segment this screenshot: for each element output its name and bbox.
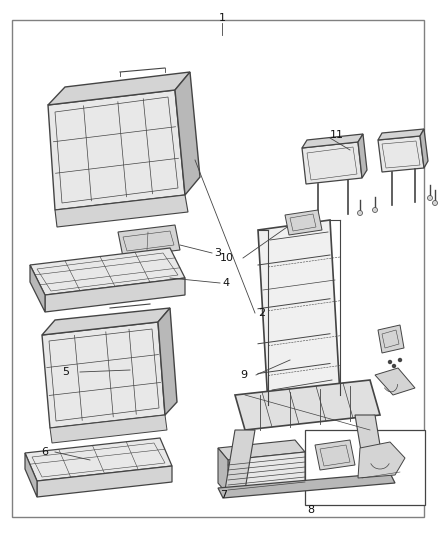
Polygon shape (358, 442, 405, 478)
Polygon shape (48, 72, 190, 105)
Polygon shape (218, 440, 305, 460)
Polygon shape (37, 466, 172, 497)
Circle shape (357, 211, 363, 215)
Polygon shape (378, 325, 404, 353)
Polygon shape (302, 142, 362, 184)
Text: 7: 7 (220, 490, 227, 500)
Polygon shape (355, 415, 385, 475)
Text: 6: 6 (41, 447, 48, 457)
Text: 8: 8 (307, 505, 314, 515)
Circle shape (427, 196, 432, 200)
Polygon shape (42, 322, 165, 428)
Polygon shape (228, 452, 305, 495)
Polygon shape (235, 380, 380, 430)
Polygon shape (45, 278, 185, 312)
Polygon shape (30, 265, 45, 312)
Circle shape (392, 365, 396, 367)
Text: 3: 3 (214, 248, 221, 258)
Text: 1: 1 (219, 13, 226, 23)
Polygon shape (55, 195, 188, 227)
Polygon shape (25, 438, 172, 481)
Polygon shape (378, 136, 424, 172)
Polygon shape (158, 308, 177, 415)
Polygon shape (302, 134, 363, 148)
Polygon shape (48, 90, 185, 210)
Circle shape (399, 359, 402, 361)
Text: 2: 2 (258, 308, 265, 318)
Polygon shape (30, 248, 185, 295)
Polygon shape (50, 415, 167, 443)
Polygon shape (225, 430, 255, 490)
Polygon shape (25, 453, 37, 497)
Circle shape (372, 207, 378, 213)
Circle shape (432, 200, 438, 206)
Polygon shape (118, 225, 180, 257)
Polygon shape (358, 134, 367, 178)
Circle shape (389, 360, 392, 364)
Polygon shape (218, 448, 228, 495)
Text: 10: 10 (220, 253, 234, 263)
Polygon shape (218, 473, 395, 498)
Polygon shape (42, 308, 170, 335)
Polygon shape (285, 210, 322, 235)
Text: 5: 5 (62, 367, 69, 377)
Polygon shape (378, 129, 424, 140)
Bar (305, 430, 425, 505)
Polygon shape (315, 440, 355, 470)
Polygon shape (175, 72, 200, 195)
Polygon shape (258, 220, 340, 405)
Polygon shape (375, 368, 415, 395)
Text: 11: 11 (330, 130, 344, 140)
Text: 9: 9 (240, 370, 247, 380)
Text: 4: 4 (222, 278, 229, 288)
Polygon shape (420, 129, 428, 168)
